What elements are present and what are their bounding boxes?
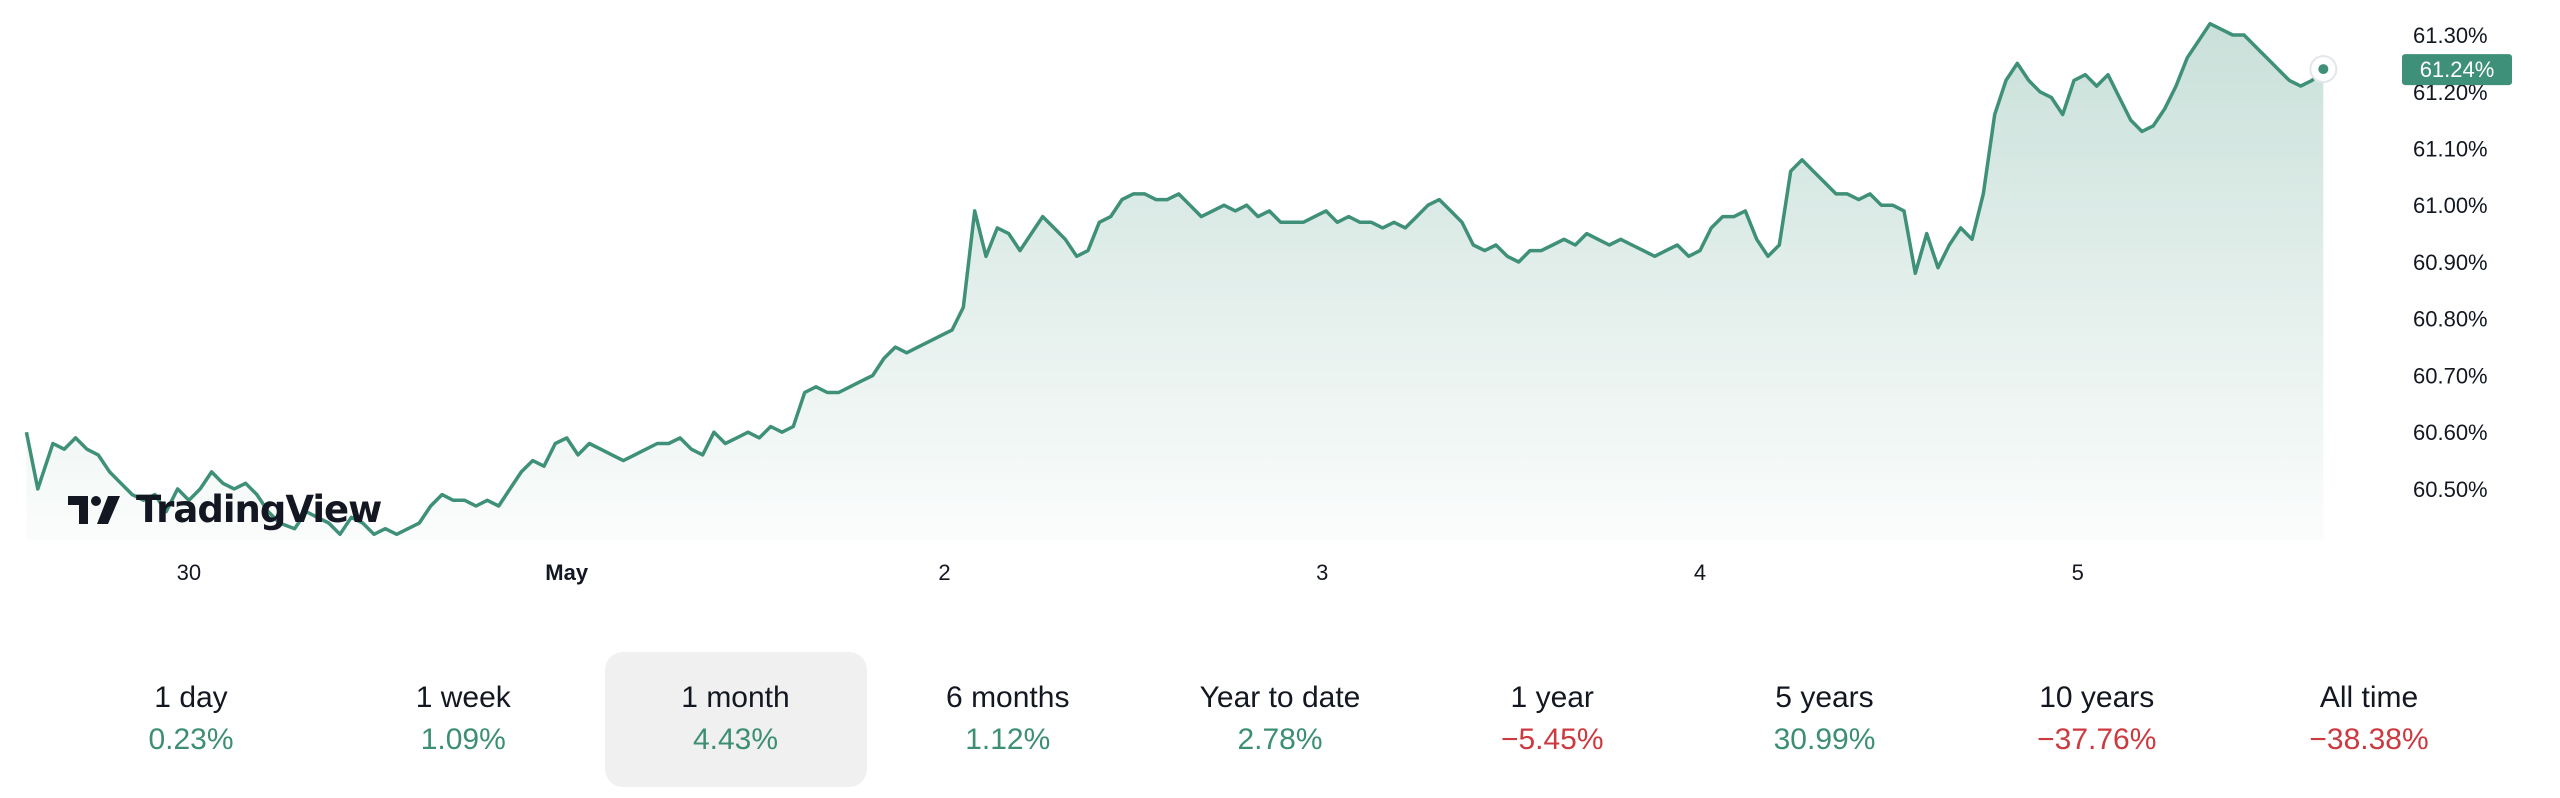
range-label: 5 years <box>1775 680 1874 714</box>
last-value-badge-bg <box>2402 54 2512 86</box>
area-path <box>26 23 2324 540</box>
range-change-value: 4.43% <box>692 722 779 756</box>
range-label: 1 day <box>154 680 228 714</box>
y-tick-label: 60.90% <box>2413 250 2488 275</box>
y-tick-label: 60.70% <box>2413 363 2488 388</box>
y-tick-label: 61.00% <box>2413 193 2488 218</box>
x-tick-label: 2 <box>938 560 950 585</box>
y-axis: 61.30%61.20%61.10%61.00%60.90%60.80%60.7… <box>2413 23 2488 502</box>
x-tick-label: 3 <box>1316 560 1328 585</box>
range-label: All time <box>2319 680 2419 714</box>
x-tick-label: May <box>545 560 589 585</box>
range-tab[interactable]: 6 months 1.12% <box>877 652 1139 787</box>
range-tab[interactable]: Year to date 2.78% <box>1149 652 1411 787</box>
range-change-value: −5.45% <box>1500 722 1604 756</box>
tradingview-logo-icon <box>68 496 120 524</box>
series-line <box>24 21 2325 537</box>
price-chart[interactable]: 61.30%61.20%61.10%61.00%60.90%60.80%60.7… <box>0 0 2560 600</box>
y-tick-label: 60.50% <box>2413 477 2488 502</box>
range-change-value: −37.76% <box>2037 722 2157 756</box>
line-path <box>24 21 2325 537</box>
range-selector: 1 day 0.23% 1 week 1.09% 1 month 4.43% 6 month… <box>60 652 2500 787</box>
x-tick-label: 30 <box>177 560 201 585</box>
range-tab[interactable]: 1 week 1.09% <box>332 652 594 787</box>
range-change-value: 30.99% <box>1773 722 1876 756</box>
range-change-value: 2.78% <box>1237 722 1323 756</box>
range-change-value: 1.12% <box>965 722 1051 756</box>
y-tick-label: 60.80% <box>2413 307 2488 332</box>
range-label: 6 months <box>946 680 1070 714</box>
range-label: 10 years <box>2039 680 2155 714</box>
range-change-value: 1.09% <box>420 722 506 756</box>
y-tick-label: 61.10% <box>2413 137 2488 162</box>
range-label: 1 week <box>415 680 511 714</box>
range-label: Year to date <box>1199 680 1361 714</box>
y-tick-label: 60.60% <box>2413 420 2488 445</box>
x-axis: 30 May 2 3 4 5 <box>177 560 2084 585</box>
last-point-marker <box>2318 64 2329 75</box>
area-fill <box>26 23 2324 540</box>
range-tab[interactable]: 5 years 30.99% <box>1694 652 1956 787</box>
range-tab[interactable]: 1 month 4.43% <box>604 652 867 787</box>
range-tab[interactable]: 10 years −37.76% <box>1966 652 2228 787</box>
y-tick-label: 61.30% <box>2413 23 2488 48</box>
range-change-value: 0.23% <box>148 722 234 756</box>
range-tab[interactable]: 1 day 0.23% <box>60 652 322 787</box>
range-tab[interactable]: 1 year −5.45% <box>1421 652 1683 787</box>
last-value-badge: 61.24% <box>2309 54 2512 86</box>
last-value-label: 61.24% <box>2420 57 2495 82</box>
logo-text: TradingView <box>136 487 382 531</box>
tradingview-logo[interactable]: TradingView <box>68 483 382 535</box>
range-change-value: −38.38% <box>2309 722 2429 756</box>
range-tab[interactable]: All time −38.38% <box>2238 652 2500 787</box>
range-label: 1 month <box>681 680 790 714</box>
x-tick-label: 5 <box>2072 560 2084 585</box>
x-tick-label: 4 <box>1694 560 1706 585</box>
range-label: 1 year <box>1510 680 1594 714</box>
